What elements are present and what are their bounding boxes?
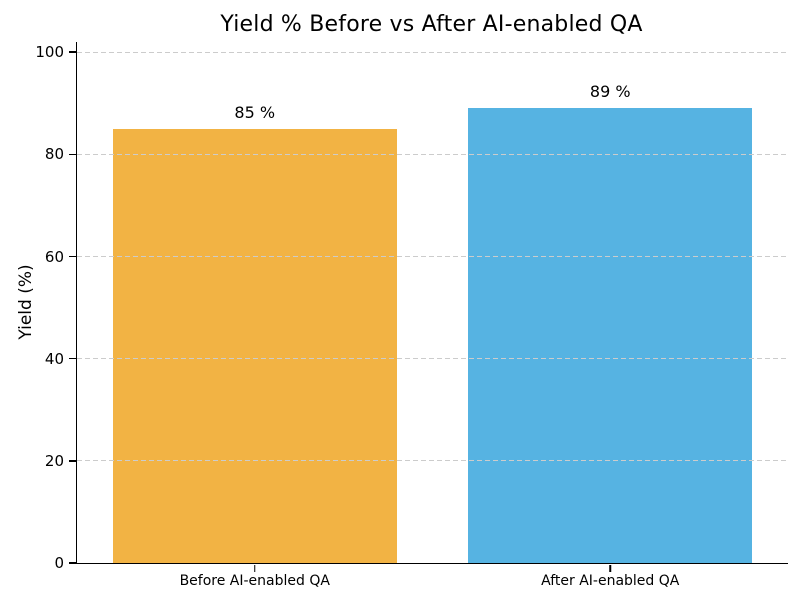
y-tick-label: 20 (44, 451, 64, 470)
bar-value-label: 85 % (234, 102, 276, 122)
plot-area: 0 20 40 60 80 100 85 % Before AI-enabled QA 89 %… (35, 42, 788, 589)
bar (468, 108, 753, 563)
y-tick-label: 40 (44, 349, 64, 368)
bar (112, 128, 397, 563)
y-tick-mark (69, 153, 76, 156)
y-tick-mark (69, 562, 76, 564)
y-axis-label: Yield (%) (16, 264, 36, 340)
x-tick-mark (609, 565, 611, 572)
gridline (77, 256, 788, 258)
y-tick-label: 60 (44, 247, 64, 266)
x-tick-label: After AI-enabled QA (541, 573, 680, 589)
gridline (77, 153, 788, 155)
y-tick-mark (69, 460, 76, 462)
x-tick-mark (254, 565, 256, 572)
x-tick-label: Before AI-enabled QA (179, 573, 330, 589)
chart-title: Yield % Before vs After AI-enabled QA (220, 12, 643, 37)
gridline (77, 51, 788, 53)
y-tick-label: 0 (54, 554, 64, 572)
y-tick-label: 100 (35, 43, 64, 62)
y-tick-mark (69, 51, 76, 53)
y-tick-label: 80 (44, 145, 64, 164)
gridline (77, 358, 788, 360)
y-tick-mark (69, 357, 76, 360)
bar-value-label: 89 % (589, 82, 631, 102)
y-tick-mark (69, 255, 76, 258)
gridline (77, 460, 788, 462)
